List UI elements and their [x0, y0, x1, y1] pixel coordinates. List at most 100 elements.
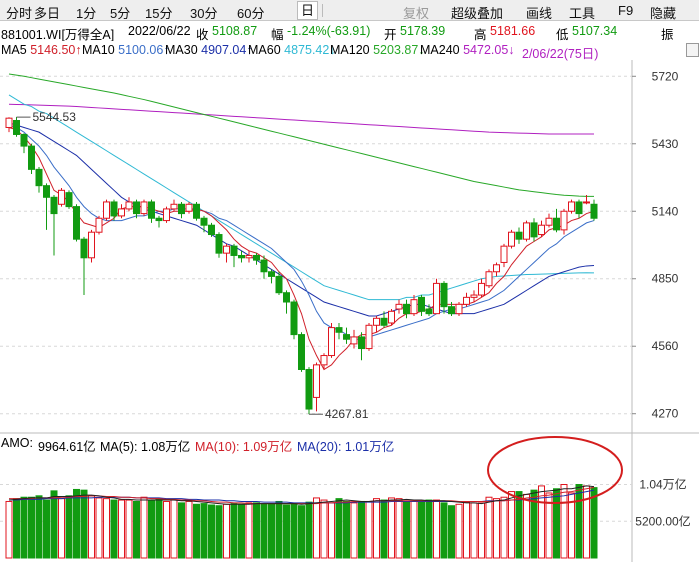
candle-body-35: [268, 271, 275, 277]
candle-body-49: [373, 317, 380, 326]
volume-bar-0: [5, 500, 13, 559]
quote-date: 2022/06/22: [128, 24, 191, 38]
candle-body-55: [418, 296, 425, 312]
candle-body-37: [283, 292, 290, 303]
volume-bar-74: [560, 484, 568, 559]
volume-bar-10: [80, 489, 88, 559]
candle-body-61: [463, 296, 470, 305]
volume-bar-13: [103, 498, 110, 559]
volume-bar-31: [238, 503, 245, 559]
volume-bar-68: [515, 491, 523, 559]
volume-bar-22: [170, 499, 178, 559]
volume-bar-2: [20, 496, 28, 559]
candle-body-41: [313, 364, 320, 398]
ma-legend-item-2: MA30 4907.04↑: [165, 43, 253, 57]
candle-body-46: [350, 336, 358, 345]
candle-body-1: [13, 120, 20, 135]
volume-bar-42: [320, 499, 328, 559]
volume-bar-63: [478, 502, 485, 559]
ma-legend-item-0: MA5 5146.50↑: [1, 43, 82, 57]
toolbar-item-12[interactable]: F9: [618, 3, 634, 18]
toolbar-item-4[interactable]: 15分: [145, 6, 173, 21]
candle-body-33: [253, 254, 260, 261]
ma-legend-item-4: MA120 5203.87↓: [330, 43, 425, 57]
low-value: 5107.34: [572, 24, 618, 38]
panel-toggle-button[interactable]: [686, 43, 699, 57]
volume-bar-11: [88, 495, 95, 559]
toolbar-item-11[interactable]: 工具: [569, 6, 596, 21]
ma-legend-item-1: MA10 5100.06↑: [82, 43, 170, 57]
open-label: 开: [384, 28, 397, 41]
price-axis-label-1: 5430: [652, 137, 679, 151]
candle-body-50: [380, 317, 388, 326]
volume-bar-27: [208, 504, 215, 559]
volume-bar-75: [568, 492, 575, 559]
volume-bar-28: [215, 505, 223, 559]
candle-body-7: [58, 189, 65, 205]
toolbar-item-3[interactable]: 5分: [110, 6, 131, 21]
volume-bar-7: [58, 498, 65, 559]
candle-body-70: [530, 222, 538, 238]
highlight-circle: [487, 436, 623, 504]
toolbar-item-2[interactable]: 1分: [76, 6, 97, 21]
candle-body-26: [200, 217, 208, 226]
candle-body-31: [238, 254, 245, 259]
open-value: 5178.39: [400, 24, 446, 38]
candle-body-14: [110, 201, 118, 217]
security-code: 881001.WI[万得全A]: [1, 28, 115, 41]
toolbar-item-5[interactable]: 30分: [190, 6, 218, 21]
candle-body-10: [80, 238, 88, 259]
candle-body-25: [193, 203, 200, 219]
toolbar-item-13[interactable]: 隐藏: [650, 6, 677, 21]
candle-body-78: [590, 203, 598, 219]
volume-bar-51: [388, 497, 395, 559]
volume-bar-4: [35, 495, 43, 559]
candle-body-48: [365, 324, 373, 350]
candle-body-20: [155, 217, 163, 222]
candle-body-0: [5, 117, 13, 128]
toolbar-separator: [322, 4, 323, 17]
volume-bar-65: [493, 498, 500, 559]
candle-body-75: [568, 201, 575, 212]
candle-body-2: [20, 133, 28, 147]
volume-bar-67: [508, 491, 515, 559]
volume-bar-41: [313, 497, 320, 559]
candle-body-69: [523, 222, 530, 240]
price-axis-label-5: 4270: [652, 407, 679, 421]
volume-bar-25: [193, 503, 200, 559]
toolbar-item-9[interactable]: 超级叠加: [451, 6, 504, 21]
candle-body-59: [448, 306, 455, 315]
toolbar-item-8[interactable]: 复权: [403, 6, 430, 21]
price-axis-label-3: 4850: [652, 272, 679, 286]
high-value: 5181.66: [490, 24, 536, 38]
candle-body-16: [125, 201, 133, 210]
volume-bar-5: [43, 499, 50, 559]
candle-body-68: [515, 231, 523, 240]
candle-body-18: [140, 201, 148, 215]
volume-bar-43: [328, 502, 335, 559]
candle-body-60: [455, 303, 463, 315]
candle-body-4: [35, 168, 43, 187]
volume-bar-15: [118, 499, 125, 559]
volume-bar-57: [433, 499, 440, 559]
candle-body-44: [335, 327, 343, 333]
volume-bar-70: [530, 489, 538, 559]
price-axis-label-4: 4560: [652, 339, 679, 353]
toolbar-item-6[interactable]: 60分: [237, 6, 265, 21]
volume-bar-60: [455, 503, 463, 559]
volume-bar-24: [185, 500, 193, 559]
toolbar-item-10[interactable]: 画线: [526, 6, 553, 21]
candle-body-63: [478, 282, 485, 296]
toolbar-item-7[interactable]: 日: [297, 1, 319, 20]
candle-body-39: [298, 334, 305, 370]
ma120-line: [8, 73, 594, 197]
amo-ma5: MA(5): 1.08万亿: [100, 440, 191, 454]
candle-body-38: [290, 301, 298, 336]
volume-bar-52: [395, 498, 403, 559]
volume-bar-20: [155, 498, 163, 559]
candle-body-42: [320, 355, 328, 366]
low-label: 低: [556, 28, 569, 41]
toolbar-item-1[interactable]: 多日: [34, 6, 61, 21]
toolbar-item-0[interactable]: 分时: [6, 6, 33, 21]
